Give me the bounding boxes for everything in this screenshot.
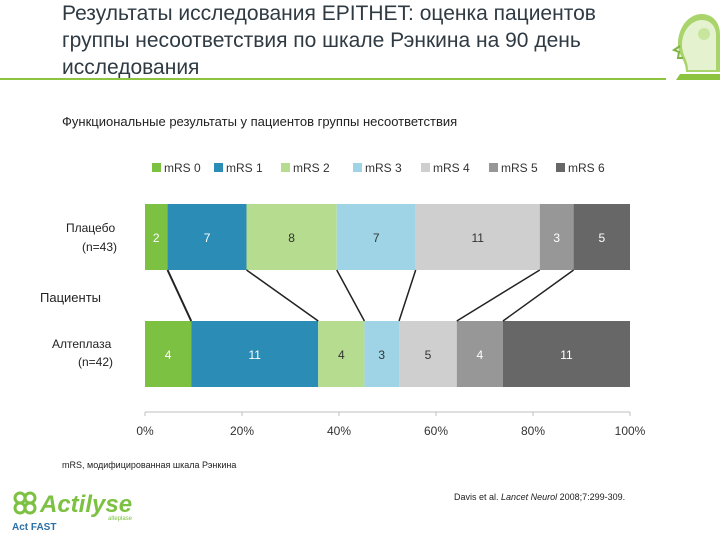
head-profile-icon — [666, 0, 720, 80]
bar-value-label: 8 — [288, 231, 295, 245]
footnote: mRS, модифицированная шкала Рэнкина — [62, 460, 237, 470]
bar-value-label: 11 — [248, 348, 261, 362]
bar-value-label: 11 — [471, 231, 484, 245]
bar-value-label: 7 — [204, 231, 211, 245]
legend-label: mRS 6 — [568, 161, 605, 175]
x-tick-label: 100% — [615, 424, 646, 438]
legend-swatch — [281, 163, 290, 172]
legend-swatch — [152, 163, 161, 172]
connector-line — [398, 269, 417, 322]
row-label: Алтеплаза — [52, 337, 112, 351]
bar-segment — [539, 204, 574, 270]
bar-segment — [145, 321, 192, 387]
bar-value-label: 11 — [560, 348, 573, 362]
brand-name: Actilyse — [39, 491, 132, 518]
legend-label: mRS 4 — [433, 161, 470, 175]
bar-value-label: 4 — [165, 348, 172, 362]
title-divider — [0, 78, 666, 80]
slide-title: Результаты исследования EPITHET: оценка … — [62, 2, 596, 79]
connector-line — [336, 269, 366, 322]
bar-segment — [415, 204, 540, 270]
bar-value-label: 3 — [378, 348, 385, 362]
connector-line — [456, 269, 541, 322]
legend-swatch — [353, 163, 362, 172]
bar-segment — [167, 204, 247, 270]
legend-label: mRS 2 — [293, 161, 330, 175]
connector-line — [246, 269, 319, 322]
bar-segment — [336, 204, 416, 270]
bar-segment — [145, 204, 168, 270]
legend-label: mRS 3 — [365, 161, 402, 175]
legend-swatch — [421, 163, 430, 172]
bar-value-label: 2 — [153, 231, 160, 245]
x-tick-label: 20% — [230, 424, 254, 438]
row-n-label: (n=43) — [82, 240, 117, 254]
bar-value-label: 3 — [553, 231, 560, 245]
bar-value-label: 7 — [373, 231, 380, 245]
row-label-bg — [60, 210, 140, 262]
brand-tagline: Act FAST — [12, 522, 56, 533]
citation-authors: Davis et al. — [454, 492, 499, 502]
bar-segment — [318, 321, 365, 387]
legend-swatch — [214, 163, 223, 172]
bar-segment — [364, 321, 400, 387]
legend-swatch — [556, 163, 565, 172]
chart-subtitle: Функциональные результаты у пациентов гр… — [62, 114, 458, 129]
citation-details: 2008;7:299-309. — [559, 492, 626, 502]
legend-label: mRS 1 — [226, 161, 263, 175]
bar-value-label: 5 — [425, 348, 432, 362]
bar-value-label: 4 — [477, 348, 484, 362]
row-label-bg — [48, 330, 140, 380]
x-tick-label: 0% — [136, 424, 154, 438]
stacked-bar-chart: mRS 0 mRS 1 mRS 2 mRS 3 mRS 4 mRS 5 mRS 6 0% 20%… — [40, 161, 646, 438]
bar-segment — [246, 204, 337, 270]
bar-segment — [191, 321, 319, 387]
connector-line — [502, 269, 575, 322]
brand-sub: alteplase — [108, 516, 133, 522]
row-n-label: (n=42) — [78, 355, 113, 369]
bar-value-label: 5 — [598, 231, 605, 245]
bar-segment — [573, 204, 630, 270]
bar-segment — [399, 321, 457, 387]
legend-label: mRS 5 — [501, 161, 538, 175]
bar-segment — [456, 321, 503, 387]
bar-segment — [502, 321, 630, 387]
bar-value-label: 4 — [338, 348, 345, 362]
legend-swatch — [489, 163, 498, 172]
citation-journal: Lancet Neurol — [501, 492, 558, 502]
x-tick-label: 40% — [327, 424, 351, 438]
legend-label: mRS 0 — [164, 161, 201, 175]
citation: Davis et al. Lancet Neurol 2008;7:299-30… — [454, 492, 625, 502]
group-label: Пациенты — [40, 290, 101, 305]
actilyse-logo: Actilyse alteplase Act FAST — [12, 491, 133, 533]
connector-line — [166, 269, 193, 322]
x-tick-label: 60% — [424, 424, 448, 438]
x-tick-label: 80% — [521, 424, 545, 438]
row-label: Плацебо — [66, 221, 115, 235]
